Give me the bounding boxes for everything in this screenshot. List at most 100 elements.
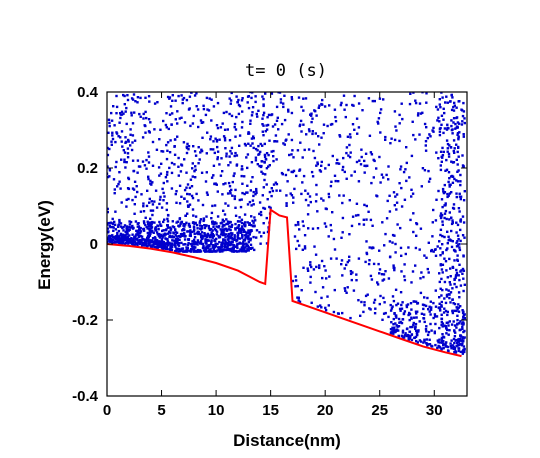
- scatter-point: [462, 269, 466, 272]
- scatter-point: [185, 145, 188, 148]
- scatter-point: [435, 151, 438, 154]
- scatter-point: [455, 192, 458, 195]
- scatter-point: [310, 170, 314, 174]
- scatter-point: [358, 222, 361, 226]
- scatter-point: [153, 221, 156, 224]
- scatter-point: [220, 233, 223, 236]
- scatter-point: [333, 108, 337, 111]
- scatter-point: [233, 195, 237, 198]
- scatter-point: [147, 130, 151, 133]
- scatter-point: [240, 174, 243, 178]
- scatter-point: [366, 293, 369, 296]
- scatter-point: [436, 245, 439, 248]
- scatter-point: [208, 248, 211, 251]
- scatter-point: [364, 260, 367, 264]
- scatter-point: [458, 243, 461, 246]
- scatter-point: [153, 245, 157, 249]
- scatter-point: [204, 247, 207, 250]
- scatter-point: [395, 328, 399, 331]
- scatter-point: [174, 239, 178, 242]
- scatter-point: [418, 248, 421, 251]
- scatter-point: [456, 254, 459, 257]
- y-tick-label: 0.4: [77, 84, 99, 101]
- scatter-point: [194, 168, 197, 171]
- scatter-point: [310, 301, 313, 304]
- scatter-point: [440, 323, 443, 327]
- scatter-point: [447, 239, 450, 242]
- scatter-point: [450, 339, 453, 342]
- scatter-point: [205, 245, 208, 248]
- scatter-point: [165, 143, 168, 147]
- scatter-point: [141, 136, 145, 139]
- scatter-point: [403, 278, 407, 282]
- scatter-point: [367, 97, 371, 100]
- scatter-point: [369, 218, 373, 222]
- scatter-point: [425, 330, 428, 333]
- scatter-point: [426, 344, 429, 347]
- scatter-point: [170, 187, 174, 190]
- scatter-point: [181, 234, 184, 237]
- scatter-point: [409, 325, 412, 329]
- scatter-point: [143, 164, 147, 167]
- scatter-point: [216, 126, 220, 130]
- scatter-point: [144, 223, 147, 227]
- scatter-point: [363, 301, 366, 304]
- scatter-point: [113, 236, 116, 239]
- scatter-point: [116, 233, 119, 237]
- scatter-point: [393, 266, 396, 270]
- scatter-point: [252, 221, 255, 224]
- scatter-point: [296, 221, 300, 224]
- scatter-point: [260, 170, 263, 173]
- scatter-point: [357, 180, 361, 183]
- scatter-point: [407, 338, 410, 341]
- scatter-point: [166, 226, 170, 229]
- scatter-point: [148, 241, 152, 244]
- scatter-point: [228, 190, 232, 193]
- scatter-point: [358, 159, 361, 162]
- scatter-point: [253, 216, 256, 219]
- scatter-point: [445, 295, 449, 298]
- scatter-point: [445, 293, 449, 297]
- scatter-point: [446, 276, 449, 279]
- scatter-point: [439, 214, 442, 217]
- scatter-point: [446, 192, 449, 196]
- scatter-point: [355, 273, 358, 276]
- scatter-point: [148, 197, 151, 201]
- scatter-point: [234, 245, 237, 248]
- scatter-point: [328, 275, 331, 278]
- scatter-point: [288, 153, 291, 157]
- scatter-point: [200, 227, 204, 230]
- scatter-point: [154, 237, 157, 240]
- scatter-point: [208, 97, 211, 100]
- scatter-point: [270, 194, 273, 198]
- scatter-point: [230, 233, 233, 236]
- scatter-point: [183, 250, 186, 253]
- scatter-point: [119, 225, 123, 228]
- scatter-point: [408, 312, 412, 316]
- scatter-point: [423, 338, 426, 341]
- scatter-point: [408, 176, 411, 179]
- scatter-point: [324, 225, 328, 228]
- scatter-point: [452, 161, 456, 164]
- scatter-point: [320, 164, 323, 167]
- scatter-point: [315, 114, 318, 117]
- scatter-point: [151, 209, 155, 212]
- scatter-point: [329, 223, 332, 227]
- scatter-point: [171, 99, 174, 102]
- scatter-point: [181, 250, 184, 253]
- x-axis-label: Distance(nm): [233, 431, 341, 450]
- scatter-point: [171, 112, 174, 115]
- scatter-point: [453, 341, 456, 345]
- scatter-point: [251, 111, 254, 114]
- scatter-point: [452, 320, 455, 323]
- scatter-point: [222, 209, 225, 212]
- scatter-point: [421, 167, 425, 170]
- scatter-point: [446, 230, 449, 233]
- scatter-point: [311, 227, 315, 230]
- scatter-point: [186, 212, 189, 215]
- scatter-point: [395, 316, 398, 319]
- scatter-point: [234, 135, 237, 138]
- scatter-point: [146, 237, 150, 240]
- scatter-point: [351, 271, 354, 274]
